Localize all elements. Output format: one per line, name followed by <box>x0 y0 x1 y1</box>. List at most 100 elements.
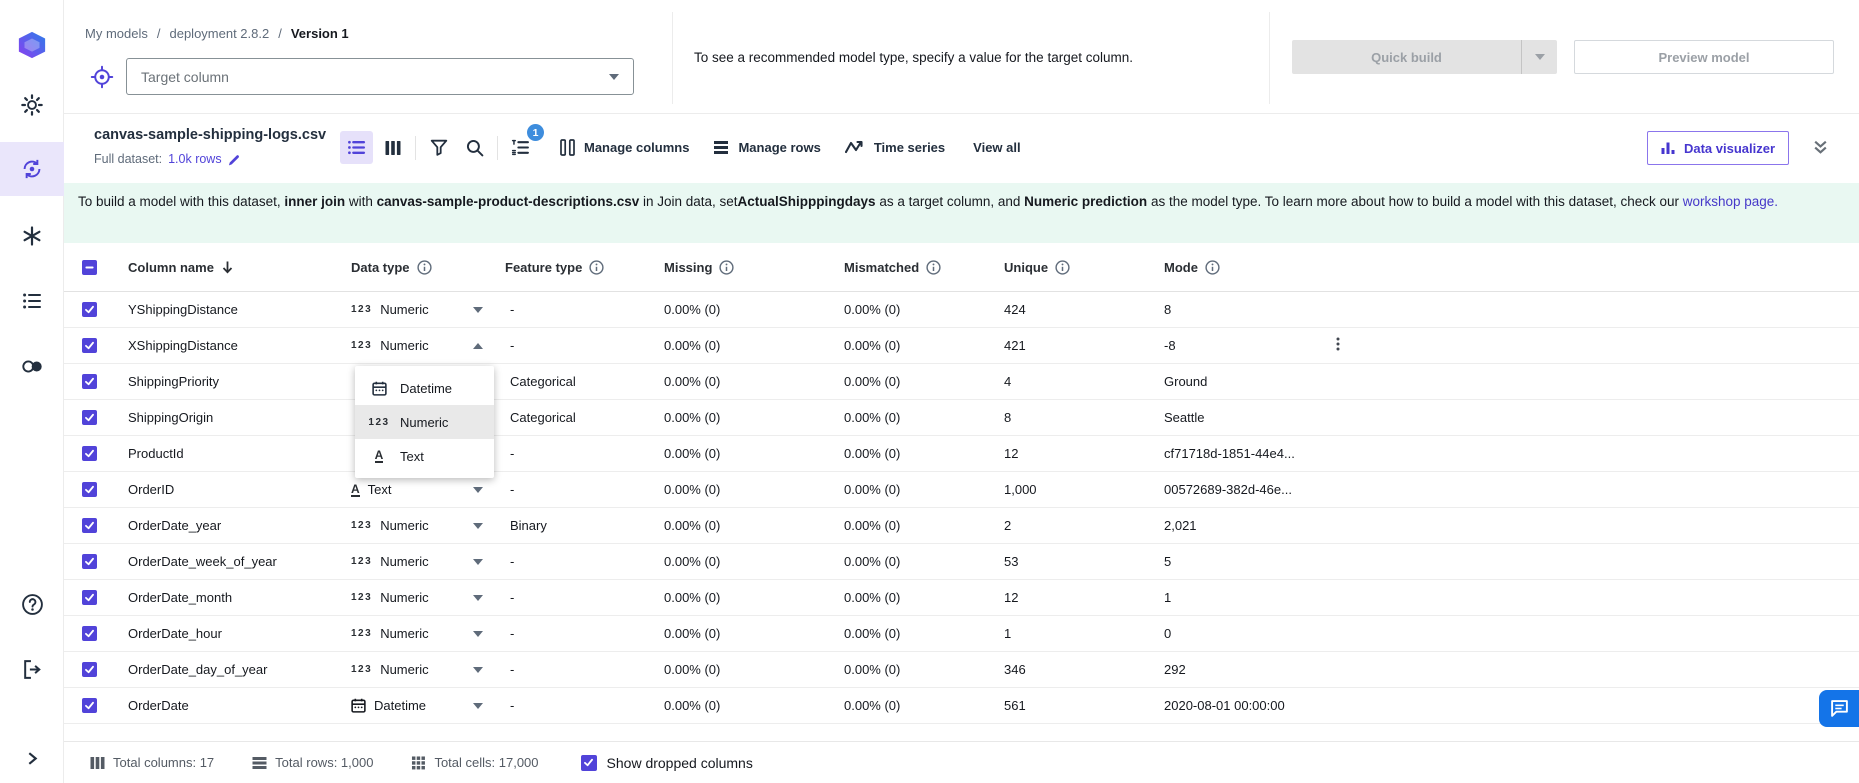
check-icon <box>84 520 95 531</box>
column-name-cell: OrderDate_month <box>128 590 233 605</box>
mismatched-cell: 0.00% (0) <box>844 374 901 389</box>
rows-count-link[interactable]: 1.0k rows <box>168 152 222 166</box>
row-checkbox[interactable] <box>81 590 97 605</box>
list-view-button[interactable] <box>340 131 373 164</box>
header-cell: Missing <box>664 260 844 275</box>
show-dropped-columns-toggle[interactable]: Show dropped columns <box>580 754 753 771</box>
manage-columns-button[interactable]: Manage columns <box>560 139 689 156</box>
sidebar-expand-button[interactable] <box>0 734 64 783</box>
sidebar-item-logout[interactable] <box>0 642 64 696</box>
info-icon[interactable] <box>926 259 941 275</box>
breadcrumb-separator: / <box>278 26 282 41</box>
target-column-select[interactable]: Target column <box>126 58 634 95</box>
chevron-down-icon[interactable] <box>473 306 483 313</box>
breadcrumb-my-models[interactable]: My models <box>85 26 148 41</box>
chevron-down-icon[interactable] <box>473 666 483 673</box>
chevron-down-icon[interactable] <box>473 630 483 637</box>
breadcrumb-deployment[interactable]: deployment 2.8.2 <box>169 26 270 41</box>
grid-view-button[interactable] <box>376 131 409 164</box>
info-icon[interactable] <box>1055 259 1070 275</box>
show-dropped-checkbox[interactable] <box>580 754 597 771</box>
row-checkbox[interactable] <box>81 662 97 677</box>
missing-cell: 0.00% (0) <box>664 698 721 713</box>
row-checkbox[interactable] <box>81 698 97 713</box>
sidebar-item-settings[interactable] <box>0 78 64 132</box>
collapse-panel-button[interactable] <box>1812 138 1829 161</box>
chevron-down-icon[interactable] <box>473 594 483 601</box>
sidebar-item-datasets[interactable] <box>0 274 64 328</box>
sidebar-item-custom-models[interactable] <box>0 209 64 263</box>
row-checkbox[interactable] <box>81 554 97 569</box>
view-all-button[interactable]: View all <box>973 140 1020 155</box>
mode-cell: 2,021 <box>1164 518 1197 533</box>
dropdown-item-text[interactable]: A Text <box>355 439 494 473</box>
table-header-row: Column name Data type Feature type Missing M… <box>64 243 1859 292</box>
chevron-down-icon[interactable] <box>473 486 483 493</box>
header-cell: Unique <box>1004 260 1164 275</box>
mode-cell: 2020-08-01 00:00:00 <box>1164 698 1285 713</box>
edit-pencil-icon[interactable] <box>228 153 241 166</box>
manage-rows-button[interactable]: Manage rows <box>713 140 821 155</box>
column-name-cell: ShippingOrigin <box>128 410 214 425</box>
column-header-label: Missing <box>664 259 713 275</box>
feature-type-cell: - <box>510 446 515 461</box>
column-name-cell: ShippingPriority <box>128 374 220 389</box>
data-type-cell: 123 Numeric <box>351 508 505 543</box>
table-row: ProductId - 0.00% (0) 0.00% (0) 12 cf71718d-1… <box>64 436 1859 472</box>
table-row: OrderDate_year 123 Numeric Binary 0.00% (0) 0… <box>64 508 1859 544</box>
numeric-icon: 123 <box>351 664 373 675</box>
workshop-page-link[interactable]: workshop page. <box>1682 194 1779 209</box>
dropdown-item-datetime[interactable]: Datetime <box>355 371 494 405</box>
row-checkbox[interactable] <box>81 374 97 389</box>
row-select-cell <box>64 410 114 425</box>
missing-cell: 0.00% (0) <box>664 554 721 569</box>
quick-build-dropdown-button[interactable] <box>1521 40 1557 74</box>
quick-build-button[interactable]: Quick build <box>1292 40 1521 74</box>
missing-cell: 0.00% (0) <box>664 302 721 317</box>
row-checkbox[interactable] <box>81 302 97 317</box>
header-cell: Data type <box>351 260 505 275</box>
row-checkbox[interactable] <box>81 626 97 641</box>
banner-text: with <box>345 194 377 209</box>
row-checkbox[interactable] <box>81 338 97 353</box>
preview-model-button[interactable]: Preview model <box>1574 40 1834 74</box>
sort-list-button[interactable]: 1 <box>504 124 544 164</box>
column-name-cell: OrderDate <box>128 698 189 713</box>
info-icon[interactable] <box>416 259 432 275</box>
search-button[interactable] <box>458 131 491 164</box>
check-icon <box>84 304 95 315</box>
numeric-icon: 123 <box>368 416 390 428</box>
chevron-down-icon[interactable] <box>473 522 483 529</box>
chevron-down-icon[interactable] <box>473 558 483 565</box>
numeric-icon: 123 <box>351 592 373 603</box>
row-checkbox[interactable] <box>81 410 97 425</box>
info-icon[interactable] <box>719 259 735 275</box>
mode-cell: cf71718d-1851-44e4... <box>1164 446 1295 461</box>
dropdown-item-numeric[interactable]: 123 Numeric <box>355 405 494 439</box>
time-series-button[interactable]: Time series <box>844 140 945 155</box>
filter-button[interactable] <box>422 131 455 164</box>
row-checkbox[interactable] <box>81 446 97 461</box>
chat-widget-button[interactable] <box>1819 690 1859 727</box>
sidebar-item-my-models[interactable] <box>0 142 64 196</box>
info-icon[interactable] <box>1205 259 1220 275</box>
table-row: XShippingDistance 123 Numeric - 0.00% (0) 0.0… <box>64 328 1859 364</box>
sidebar-item-help[interactable] <box>0 577 64 631</box>
row-menu-icon[interactable] <box>1329 336 1345 352</box>
row-select-cell <box>64 482 114 497</box>
check-icon <box>84 556 95 567</box>
column-name-cell: ProductId <box>128 446 184 461</box>
select-all-checkbox[interactable] <box>81 259 97 275</box>
mode-cell: -8 <box>1164 338 1176 353</box>
data-visualizer-button[interactable]: Data visualizer <box>1647 131 1789 165</box>
row-checkbox[interactable] <box>81 482 97 497</box>
chat-bubble-icon <box>1830 700 1848 717</box>
info-icon[interactable] <box>589 259 604 275</box>
row-checkbox[interactable] <box>81 518 97 533</box>
chevron-up-icon[interactable] <box>473 342 483 349</box>
sidebar-item-automations[interactable] <box>0 339 64 393</box>
sagemaker-canvas-logo[interactable] <box>0 18 64 72</box>
dataset-stat: Total rows: 1,000 <box>252 755 373 770</box>
sort-desc-icon[interactable] <box>221 260 234 274</box>
chevron-down-icon[interactable] <box>473 702 483 709</box>
